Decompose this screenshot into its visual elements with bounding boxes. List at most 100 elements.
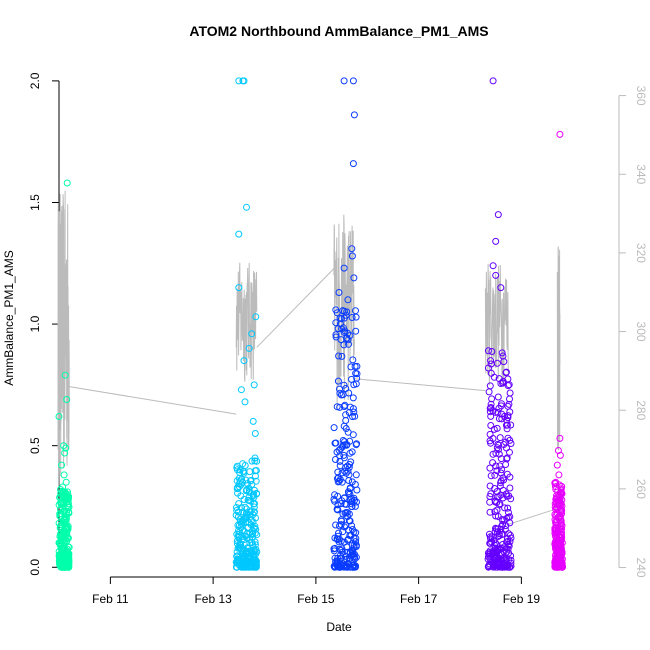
data-point (348, 245, 356, 253)
data-point (57, 560, 65, 568)
data-point (506, 484, 514, 492)
data-point (552, 512, 560, 520)
data-point (340, 77, 348, 85)
data-point (235, 533, 243, 541)
data-point (497, 284, 505, 292)
data-point (486, 382, 494, 390)
data-point (345, 489, 353, 497)
data-point (346, 437, 354, 445)
data-point (240, 552, 248, 560)
data-point (58, 550, 66, 558)
data-point (498, 466, 506, 474)
data-point (339, 324, 347, 332)
data-point (248, 330, 256, 338)
data-point (486, 464, 494, 472)
data-point (341, 467, 349, 475)
data-point (352, 327, 360, 335)
data-point (492, 271, 500, 279)
data-point (487, 490, 495, 498)
data-point (505, 381, 513, 389)
series-points (55, 179, 73, 571)
data-point (551, 529, 559, 537)
y-tick-label: 1.0 (28, 315, 42, 332)
data-point (243, 203, 250, 211)
data-point (346, 449, 354, 457)
data-point (243, 544, 251, 552)
data-point (352, 369, 360, 377)
data-point (61, 561, 69, 568)
data-point (335, 477, 343, 485)
data-point (491, 497, 499, 505)
data-point (349, 77, 357, 85)
data-point (64, 488, 71, 496)
data-point (491, 485, 499, 492)
data-point (63, 179, 71, 187)
data-point (558, 548, 566, 556)
x-tick-label: Feb 11 (92, 592, 129, 606)
data-point (504, 504, 512, 512)
data-point (344, 296, 352, 304)
data-point (338, 517, 345, 525)
data-point (334, 536, 342, 544)
data-point (494, 211, 502, 219)
data-point (241, 398, 249, 406)
data-point (497, 402, 505, 410)
data-point (499, 541, 507, 548)
data-point (492, 237, 500, 245)
right-tick-label: 320 (634, 243, 648, 263)
data-point (350, 408, 358, 416)
data-point (488, 395, 496, 403)
bottom-axis: Feb 11 Feb 13 Feb 15 Feb 17 Feb 19 (92, 576, 540, 606)
data-point (336, 522, 343, 530)
data-point (56, 512, 64, 520)
data-point (554, 561, 562, 569)
data-point (55, 413, 63, 420)
data-point (552, 483, 559, 491)
data-point (338, 554, 345, 562)
data-point (489, 548, 497, 556)
data-point (551, 516, 559, 524)
data-point (331, 497, 339, 505)
data-point (62, 478, 70, 486)
data-point (351, 481, 359, 488)
data-point (237, 386, 245, 394)
data-point (60, 490, 68, 498)
data-point (350, 274, 358, 282)
data-point (558, 502, 566, 510)
data-point (340, 454, 348, 462)
data-point (343, 334, 351, 342)
data-point (335, 289, 343, 296)
data-point (340, 422, 348, 430)
data-point (242, 487, 250, 495)
data-point (487, 400, 495, 408)
data-point (240, 357, 248, 365)
data-point (334, 562, 342, 569)
data-point (253, 490, 261, 498)
data-point (348, 522, 356, 530)
data-point (494, 525, 502, 533)
data-point (336, 314, 344, 322)
data-point (252, 313, 260, 321)
data-point (238, 520, 245, 528)
data-point (58, 531, 66, 539)
burst-line (57, 190, 70, 489)
data-point (245, 519, 253, 527)
data-point (59, 551, 67, 559)
data-point (235, 284, 243, 292)
data-point (487, 369, 495, 377)
right-tick-label: 240 (634, 558, 648, 578)
data-point (251, 430, 259, 437)
data-point (493, 562, 501, 569)
data-point (234, 557, 242, 565)
data-point (495, 415, 503, 423)
data-point (334, 468, 342, 476)
data-point (238, 475, 245, 483)
data-point (487, 357, 495, 365)
data-point (352, 307, 359, 315)
right-tick-label: 340 (634, 164, 648, 184)
data-point (65, 508, 73, 516)
data-point (249, 530, 257, 538)
data-point (487, 472, 495, 480)
data-point (57, 501, 65, 509)
data-point (349, 356, 357, 364)
